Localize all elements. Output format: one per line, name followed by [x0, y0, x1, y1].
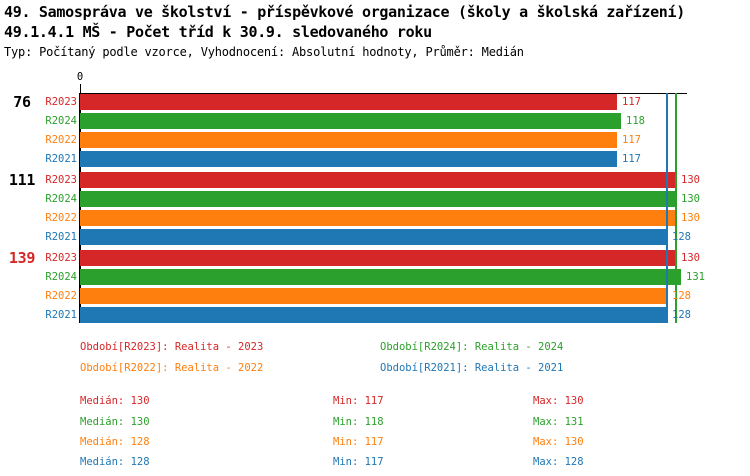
bar — [80, 94, 617, 110]
bar — [80, 288, 667, 304]
legend-item: Období[R2022]: Realita - 2022 — [80, 362, 264, 374]
bar — [80, 132, 617, 148]
stat-max: Max: 130 — [533, 395, 584, 407]
bar — [80, 307, 667, 323]
stat-median: Medián: 128 — [80, 436, 150, 448]
bar — [80, 191, 676, 207]
plot-area: 117 118 117 117 130 130 130 128 130 131 128 128 — [80, 93, 705, 324]
stat-max: Max: 131 — [533, 416, 584, 428]
page-title-line1: 49. Samospráva ve školství - příspěvkové… — [4, 3, 686, 21]
bar-value-label: 117 — [622, 134, 641, 146]
stat-min: Min: 117 — [333, 436, 384, 448]
bar-value-label: 128 — [672, 231, 691, 243]
bar-row-label: R2022 — [45, 134, 77, 146]
page-title-line2: 49.1.4.1 MŠ - Počet tříd k 30.9. sledova… — [4, 23, 432, 41]
bar-row-label: R2021 — [45, 153, 77, 165]
bar-row-label: R2024 — [45, 271, 77, 283]
stat-median: Medián: 128 — [80, 456, 150, 468]
stat-max: Max: 128 — [533, 456, 584, 468]
bar-value-label: 130 — [681, 193, 700, 205]
bar — [80, 113, 621, 129]
bar-value-label: 130 — [681, 212, 700, 224]
bar-row-label: R2024 — [45, 115, 77, 127]
bar-value-label: 118 — [626, 115, 645, 127]
bar — [80, 210, 676, 226]
bar-row-label: R2022 — [45, 290, 77, 302]
stat-max: Max: 130 — [533, 436, 584, 448]
bar-value-label: 130 — [681, 174, 700, 186]
stat-median: Medián: 130 — [80, 395, 150, 407]
stat-min: Min: 117 — [333, 456, 384, 468]
bar — [80, 151, 617, 167]
chart-meta: Typ: Počítaný podle vzorce, Vyhodnocení:… — [4, 45, 524, 59]
x-axis-zero-label: 0 — [76, 71, 84, 83]
x-axis-tick — [80, 84, 81, 93]
group-label: 111 — [8, 171, 36, 189]
x-axis-line — [80, 93, 687, 94]
bar — [80, 229, 667, 245]
bar-value-label: 128 — [672, 309, 691, 321]
median-reference-line — [666, 93, 668, 323]
bar-row-label: R2023 — [45, 174, 77, 186]
group-label: 139 — [8, 249, 36, 267]
legend-item: Období[R2023]: Realita - 2023 — [80, 341, 264, 353]
bar-value-label: 117 — [622, 96, 641, 108]
bar — [80, 172, 676, 188]
median-reference-line — [675, 93, 677, 323]
bar-row-label: R2021 — [45, 231, 77, 243]
bar-value-label: 130 — [681, 252, 700, 264]
bar-row-label: R2024 — [45, 193, 77, 205]
bar-row-label: R2023 — [45, 96, 77, 108]
bar — [80, 250, 676, 266]
bar-value-label: 128 — [672, 290, 691, 302]
bar-row-label: R2022 — [45, 212, 77, 224]
legend-item: Období[R2021]: Realita - 2021 — [380, 362, 564, 374]
stat-median: Medián: 130 — [80, 416, 150, 428]
bar-row-label: R2021 — [45, 309, 77, 321]
bar — [80, 269, 681, 285]
y-axis-line — [79, 93, 81, 323]
stat-min: Min: 118 — [333, 416, 384, 428]
legend-item: Období[R2024]: Realita - 2024 — [380, 341, 564, 353]
bar-row-label: R2023 — [45, 252, 77, 264]
group-label: 76 — [13, 93, 31, 111]
bar-value-label: 117 — [622, 153, 641, 165]
stat-min: Min: 117 — [333, 395, 384, 407]
bar-value-label: 131 — [686, 271, 705, 283]
